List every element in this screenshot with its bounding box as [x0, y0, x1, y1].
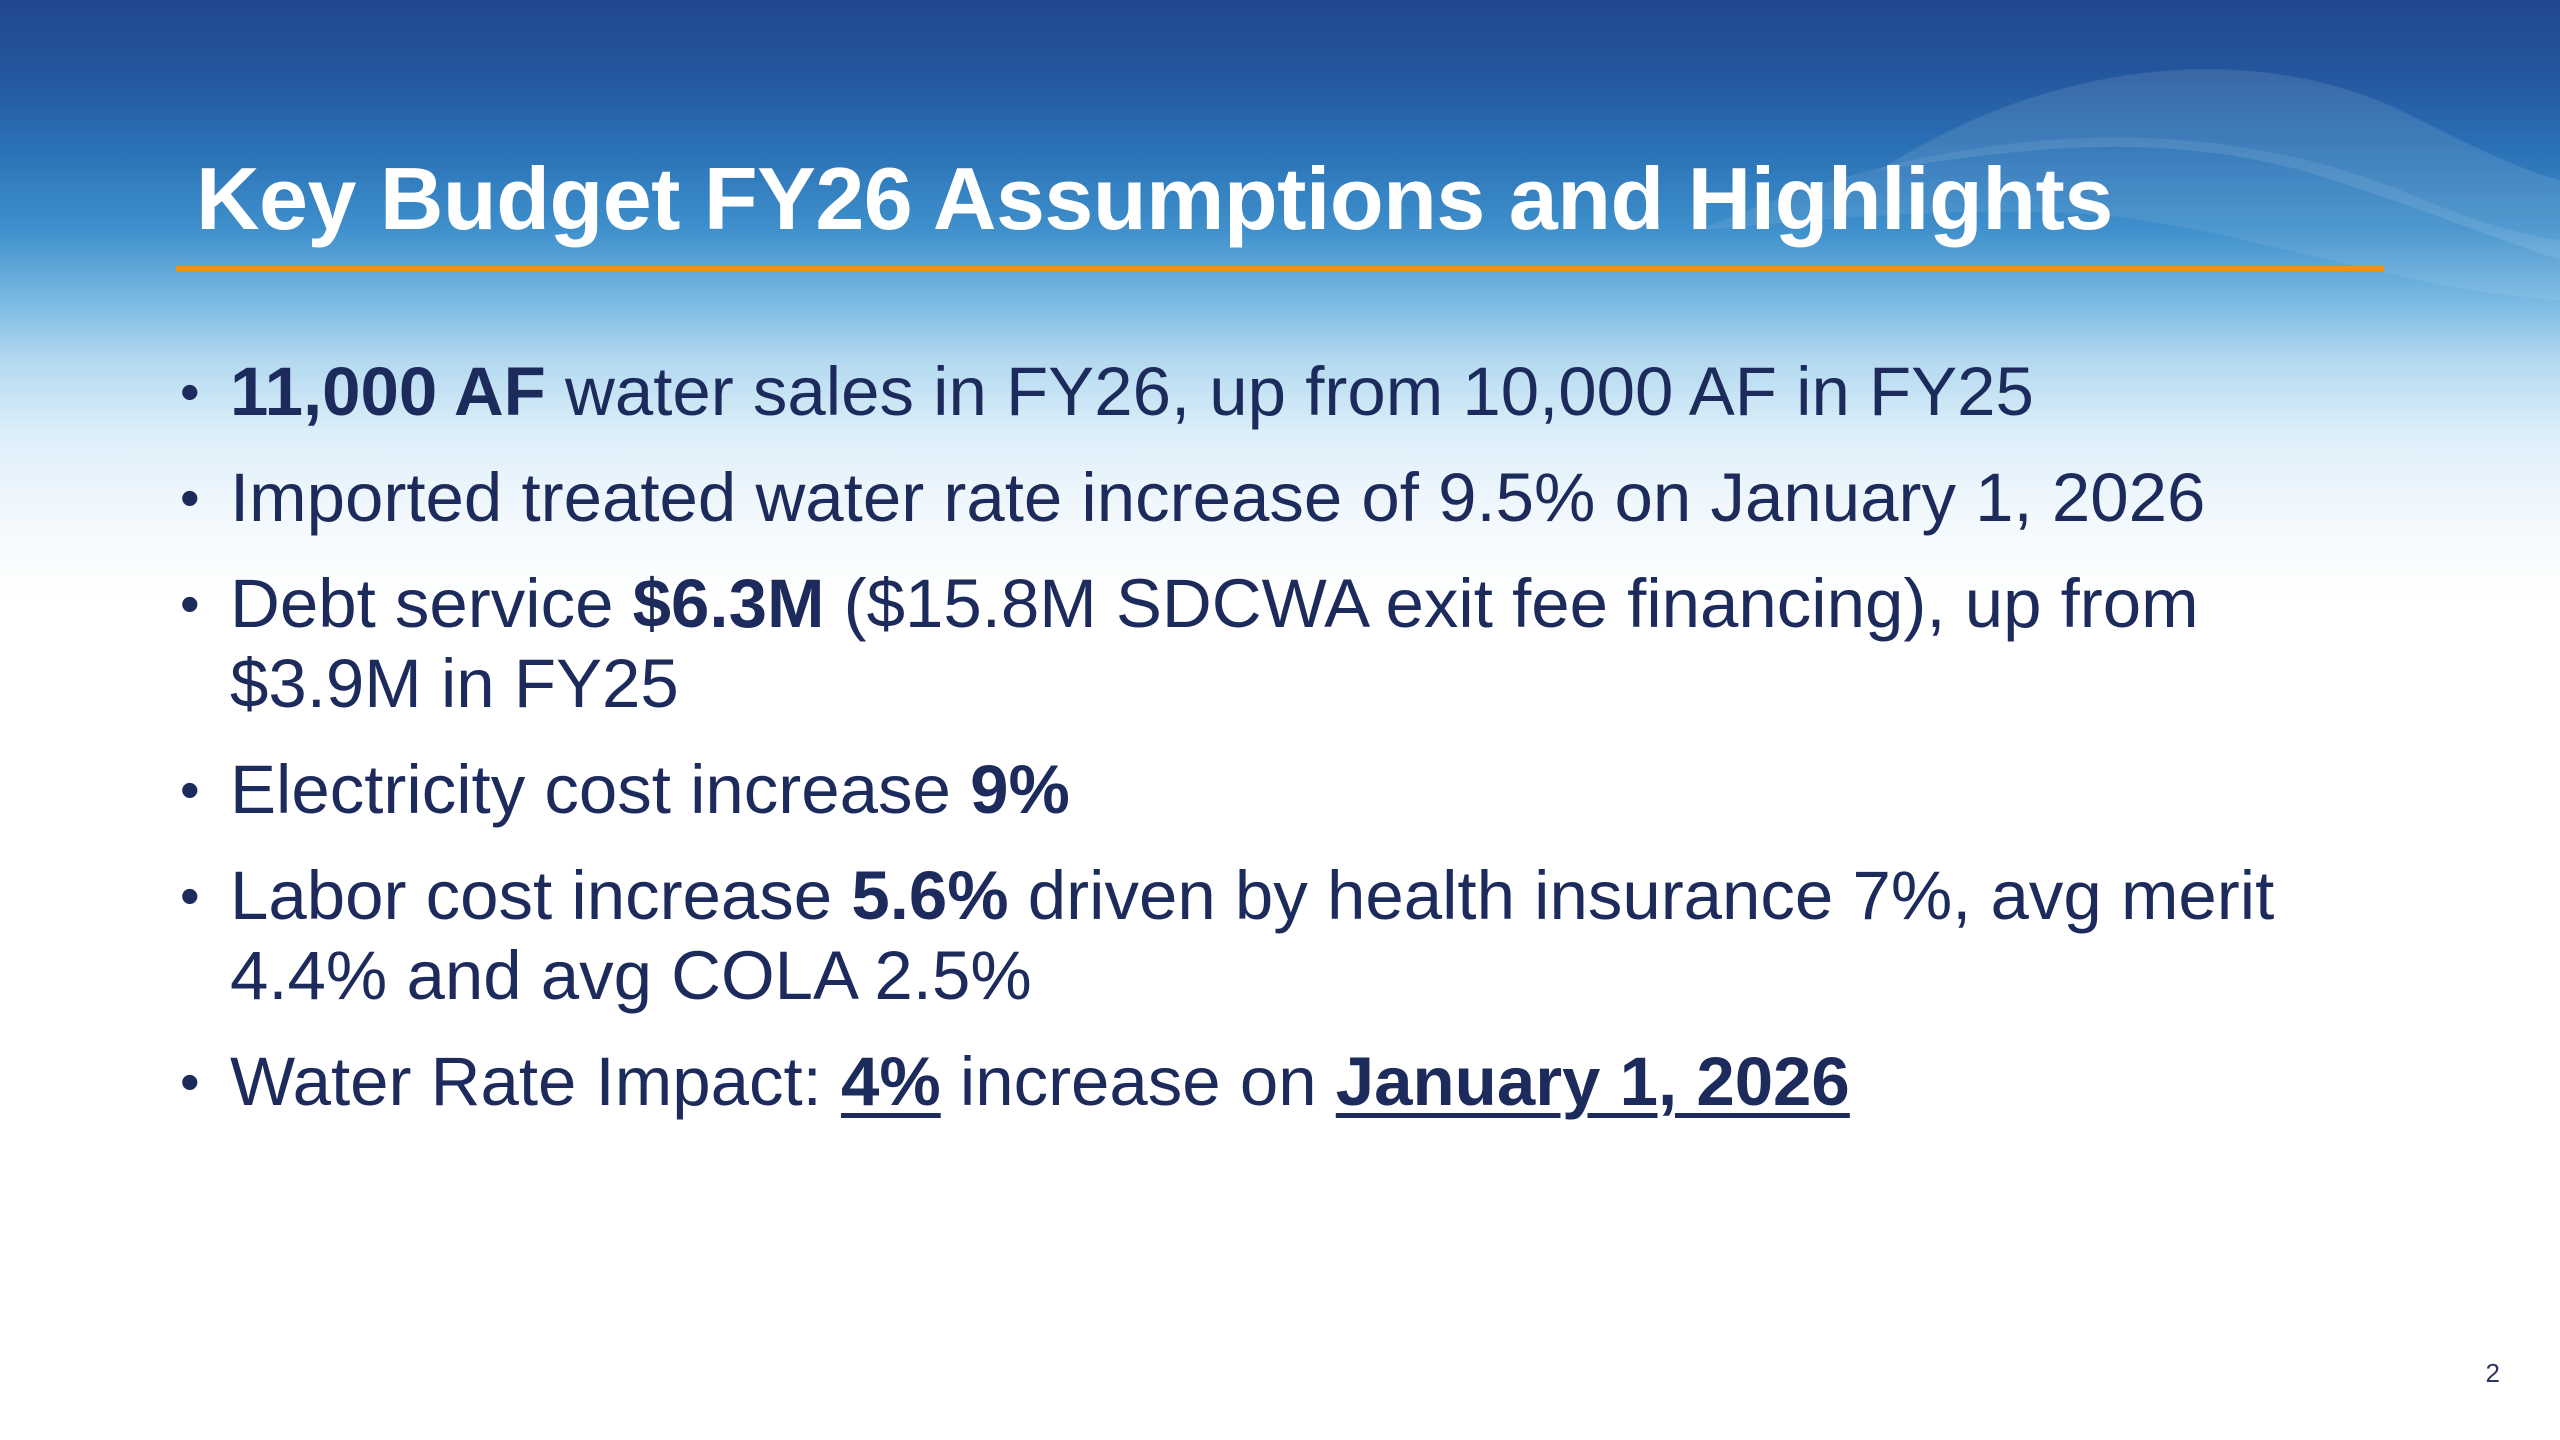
- bullet-text: Labor cost increase: [230, 857, 852, 934]
- bullet-list: • 11,000 AF water sales in FY26, up from…: [176, 352, 2396, 1148]
- bullet-text: Electricity cost increase: [230, 751, 971, 828]
- bullet-bold-text: $6.3M: [632, 565, 825, 642]
- bullet-text: increase on: [940, 1043, 1336, 1120]
- bullet-dot-icon: •: [180, 1050, 200, 1113]
- bullet-dot-icon: •: [180, 572, 200, 635]
- title-underline-rule: [176, 266, 2384, 271]
- wave-decoration: [1700, 69, 2560, 300]
- bullet-item-imported-water-rate: • Imported treated water rate increase o…: [176, 458, 2396, 538]
- bullet-item-debt-service: • Debt service $6.3M ($15.8M SDCWA exit …: [176, 564, 2396, 724]
- bullet-bold-text: 9%: [970, 751, 1070, 828]
- bullet-dot-icon: •: [180, 864, 200, 927]
- bullet-text: Imported treated water rate increase of …: [230, 459, 2206, 536]
- bullet-text: water sales in FY26, up from 10,000 AF i…: [545, 353, 2034, 430]
- bullet-bold-text: 5.6%: [851, 857, 1009, 934]
- bullet-text: driven by health insurance 7%, avg merit…: [230, 857, 2275, 1014]
- page-number: 2: [2485, 1358, 2500, 1388]
- bullet-item-water-rate-impact: • Water Rate Impact: 4% increase on Janu…: [176, 1042, 2396, 1122]
- slide-title: Key Budget FY26 Assumptions and Highligh…: [196, 149, 2113, 248]
- bullet-dot-icon: •: [180, 360, 200, 423]
- header-gradient-background: [0, 0, 2560, 620]
- bullet-text: Water Rate Impact:: [230, 1043, 841, 1120]
- bullet-bold-underlined-text: 4%: [840, 1043, 941, 1120]
- bullet-dot-icon: •: [180, 466, 200, 529]
- bullet-text: ($15.8M SDCWA exit fee financing), up fr…: [230, 565, 2199, 722]
- bullet-bold-underlined-text: January 1, 2026: [1335, 1043, 1850, 1120]
- bullet-bold-text: 11,000 AF: [230, 353, 546, 430]
- bullet-item-electricity-cost: • Electricity cost increase 9%: [176, 750, 2396, 830]
- bullet-item-water-sales: • 11,000 AF water sales in FY26, up from…: [176, 352, 2396, 432]
- bullet-item-labor-cost: • Labor cost increase 5.6% driven by hea…: [176, 856, 2396, 1016]
- bullet-dot-icon: •: [180, 758, 200, 821]
- bullet-text: Debt service: [230, 565, 633, 642]
